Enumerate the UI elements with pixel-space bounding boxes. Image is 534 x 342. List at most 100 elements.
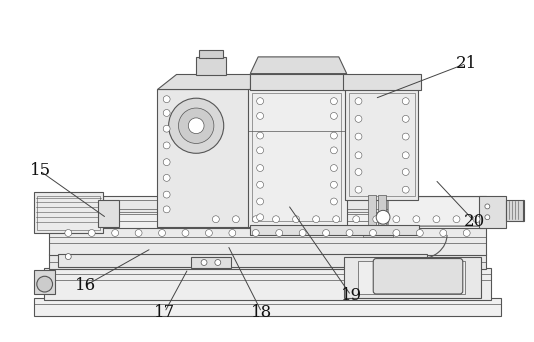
Circle shape (159, 229, 166, 236)
Bar (196, 57, 226, 75)
Circle shape (163, 159, 170, 166)
Bar (358, 261, 465, 294)
Circle shape (178, 108, 214, 143)
Bar (34, 271, 56, 294)
Bar (378, 195, 386, 232)
Circle shape (331, 113, 337, 119)
Circle shape (402, 133, 409, 140)
Circle shape (257, 165, 264, 171)
Circle shape (353, 216, 360, 223)
Circle shape (293, 216, 300, 223)
Bar (250, 225, 420, 235)
Circle shape (257, 198, 264, 205)
Circle shape (355, 186, 362, 193)
Polygon shape (250, 57, 347, 74)
Bar (344, 256, 482, 298)
Circle shape (163, 142, 170, 149)
Circle shape (253, 229, 259, 236)
Circle shape (272, 216, 279, 223)
Bar (98, 199, 120, 227)
Circle shape (182, 229, 189, 236)
Text: 21: 21 (456, 55, 477, 72)
Circle shape (88, 229, 95, 236)
Circle shape (163, 206, 170, 213)
Circle shape (402, 169, 409, 175)
Circle shape (276, 229, 282, 236)
Circle shape (440, 229, 447, 236)
Circle shape (253, 216, 260, 223)
Text: 19: 19 (341, 287, 362, 304)
Bar (103, 199, 486, 212)
FancyBboxPatch shape (388, 197, 484, 226)
Circle shape (355, 169, 362, 175)
Circle shape (112, 229, 119, 236)
Circle shape (464, 229, 470, 236)
Circle shape (313, 216, 319, 223)
Circle shape (163, 125, 170, 132)
Bar (157, 89, 250, 227)
Circle shape (373, 216, 380, 223)
Bar (248, 89, 347, 227)
Bar (364, 227, 393, 237)
Circle shape (402, 98, 409, 105)
Circle shape (331, 132, 337, 139)
Circle shape (331, 165, 337, 171)
Circle shape (376, 210, 390, 224)
Circle shape (323, 229, 329, 236)
Bar (250, 74, 347, 90)
Text: 15: 15 (29, 162, 51, 180)
Bar (252, 93, 341, 221)
Circle shape (355, 133, 362, 140)
Bar (191, 256, 231, 268)
Circle shape (331, 147, 337, 154)
Circle shape (257, 98, 264, 105)
Circle shape (163, 191, 170, 198)
Circle shape (232, 216, 239, 223)
Circle shape (257, 132, 264, 139)
Bar (58, 254, 427, 267)
Bar (49, 227, 486, 255)
Circle shape (413, 216, 420, 223)
Circle shape (213, 216, 219, 223)
Circle shape (215, 260, 221, 265)
Circle shape (169, 98, 224, 153)
Bar (349, 93, 414, 196)
Circle shape (485, 204, 490, 209)
Circle shape (65, 254, 71, 260)
Circle shape (473, 216, 480, 223)
Text: 17: 17 (154, 304, 175, 321)
Bar (44, 268, 491, 300)
Circle shape (331, 98, 337, 105)
Circle shape (135, 229, 142, 236)
Circle shape (355, 115, 362, 122)
Circle shape (37, 276, 52, 292)
Circle shape (453, 216, 460, 223)
Circle shape (65, 229, 72, 236)
Bar (199, 50, 223, 58)
Text: 16: 16 (75, 277, 96, 294)
Circle shape (393, 216, 400, 223)
Circle shape (417, 229, 423, 236)
Bar (343, 74, 421, 90)
Circle shape (257, 113, 264, 119)
Bar (49, 254, 486, 269)
Circle shape (163, 109, 170, 116)
Circle shape (201, 260, 207, 265)
Circle shape (257, 214, 264, 221)
Circle shape (299, 229, 306, 236)
Circle shape (331, 181, 337, 188)
Text: 20: 20 (464, 213, 485, 230)
Circle shape (370, 229, 376, 236)
Circle shape (485, 215, 490, 220)
Circle shape (433, 216, 440, 223)
Circle shape (206, 229, 213, 236)
Circle shape (346, 229, 353, 236)
Text: 18: 18 (251, 304, 272, 321)
Bar (368, 195, 376, 232)
Bar (506, 199, 524, 221)
Circle shape (163, 174, 170, 181)
Circle shape (402, 186, 409, 193)
Bar (34, 298, 501, 316)
Circle shape (331, 198, 337, 205)
Circle shape (229, 229, 236, 236)
